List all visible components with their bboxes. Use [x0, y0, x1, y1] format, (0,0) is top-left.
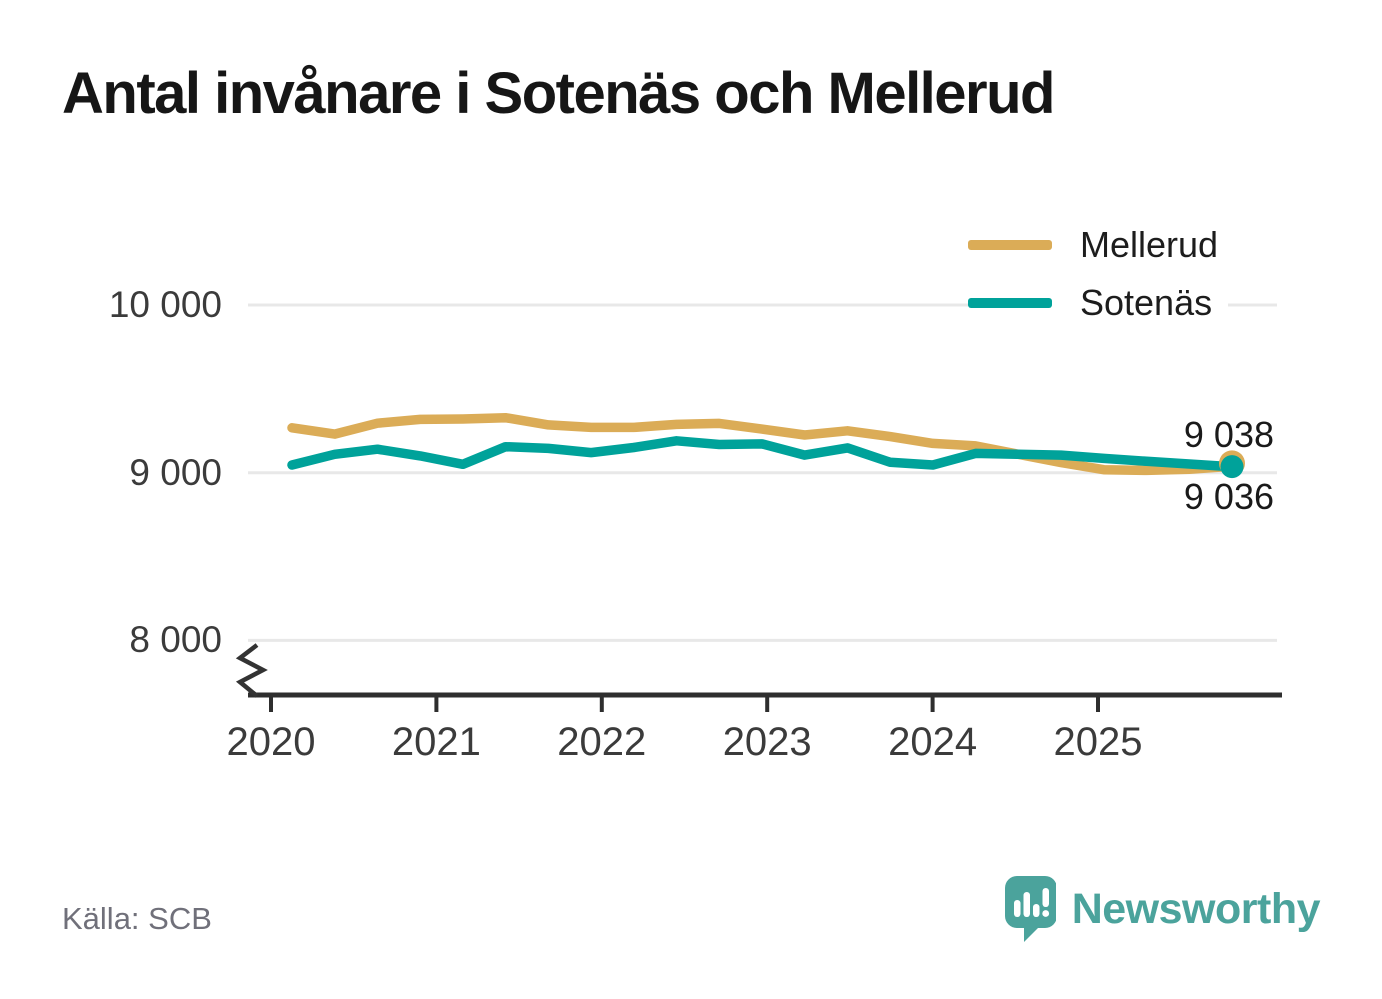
legend-item-mellerud: Mellerud [968, 222, 1229, 268]
legend-label-mellerud: Mellerud [1080, 224, 1219, 265]
newsworthy-logo-icon [1004, 876, 1056, 942]
newsworthy-wordmark: Newsworthy [1071, 884, 1321, 933]
x-tick-label: 2021 [391, 720, 481, 764]
x-tick-label: 2024 [888, 720, 978, 764]
end-label-sotenas: 9 036 [1183, 476, 1274, 517]
newsworthy-logo[interactable]: Newsworthy [1000, 874, 1321, 944]
legend-label-sotenas: Sotenäs [1080, 282, 1213, 323]
chart-title: Antal invånare i Sotenäs och Mellerud [62, 61, 1055, 126]
end-label-mellerud: 9 038 [1183, 414, 1274, 455]
axis-break-icon [235, 643, 268, 698]
x-tick-label: 2020 [226, 720, 316, 764]
line-mellerud [287, 412, 1237, 476]
y-tick-label: 8 000 [129, 619, 222, 661]
source-label: Källa: SCB [62, 901, 212, 936]
y-tick-label: 9 000 [129, 451, 222, 493]
line-sotenas [287, 436, 1237, 472]
x-tick-label: 2022 [557, 720, 647, 764]
legend-swatch-sotenas [968, 298, 1052, 308]
endpoint-dot-sotenas [1220, 455, 1244, 479]
x-tick-label: 2023 [722, 720, 812, 764]
legend: Mellerud Sotenäs [968, 222, 1229, 338]
x-axis [248, 692, 1282, 712]
y-tick-label: 10 000 [108, 284, 222, 325]
legend-swatch-mellerud [968, 240, 1052, 250]
x-tick-label: 2025 [1053, 720, 1143, 764]
legend-item-sotenas: Sotenäs [968, 280, 1229, 326]
